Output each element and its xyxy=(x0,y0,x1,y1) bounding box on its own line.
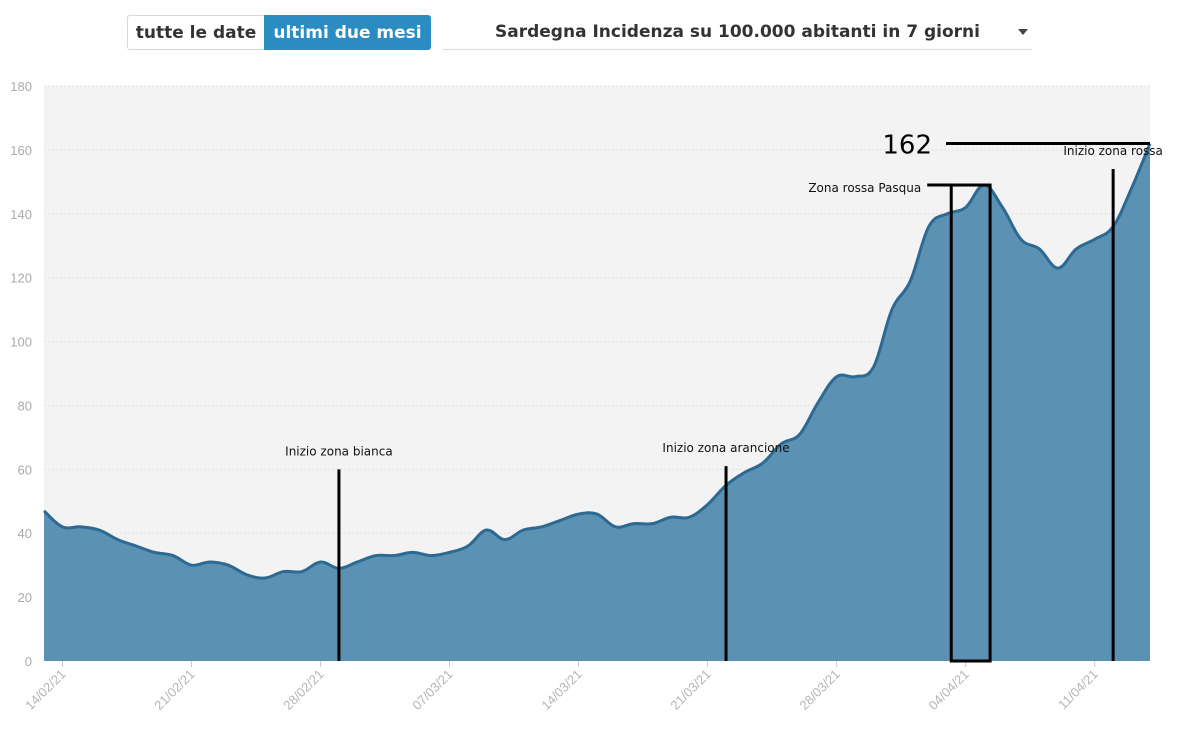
x-tick-label: 14/03/21 xyxy=(538,667,584,713)
x-tick-label: 28/03/21 xyxy=(796,667,842,713)
annotation-label: Inizio zona arancione xyxy=(662,441,789,455)
x-axis: 14/02/21 21/02/21 28/02/21 07/03/21 14/03/21… xyxy=(22,661,1101,713)
last-two-months-button[interactable]: ultimi due mesi xyxy=(264,15,431,50)
y-tick-label: 40 xyxy=(18,526,32,541)
x-tick-label: 14/02/21 xyxy=(22,667,68,713)
x-tick-label: 11/04/21 xyxy=(1055,667,1101,713)
annotation-label: Zona rossa Pasqua xyxy=(808,181,921,195)
toolbar: tutte le date ultimi due mesi Sardegna I… xyxy=(0,0,1200,60)
series-line xyxy=(42,142,1152,580)
y-tick-label: 100 xyxy=(10,335,32,350)
annotations: Inizio zona bianca Inizio zona arancione Z… xyxy=(285,131,1163,663)
annotation-value-label: 162 xyxy=(882,131,932,161)
y-tick-label: 120 xyxy=(10,271,32,286)
series-area xyxy=(44,143,1150,661)
y-tick-label: 140 xyxy=(10,207,32,222)
y-tick-label: 0 xyxy=(25,654,32,669)
x-tick-label: 04/04/21 xyxy=(925,667,971,713)
y-tick-label: 20 xyxy=(18,590,32,605)
annotation-box xyxy=(949,183,992,663)
chevron-down-icon xyxy=(1018,29,1028,35)
annotation-label: Inizio zona bianca xyxy=(285,444,393,458)
x-tick-label: 21/03/21 xyxy=(667,667,713,713)
y-tick-label: 80 xyxy=(18,398,32,413)
y-axis: 0 20 40 60 80 100 120 140 160 180 xyxy=(10,79,32,669)
annotation-label: Inizio zona rossa xyxy=(1063,144,1163,158)
series-dropdown-value: Sardegna Incidenza su 100.000 abitanti i… xyxy=(495,22,980,42)
x-tick-label: 07/03/21 xyxy=(409,667,455,713)
series-dropdown[interactable]: Sardegna Incidenza su 100.000 abitanti i… xyxy=(443,15,1032,50)
x-tick-label: 21/02/21 xyxy=(151,667,197,713)
y-tick-label: 60 xyxy=(18,462,32,477)
x-tick-label: 28/02/21 xyxy=(280,667,326,713)
y-tick-label: 180 xyxy=(10,79,32,94)
y-tick-label: 160 xyxy=(10,143,32,158)
all-dates-button[interactable]: tutte le date xyxy=(127,15,264,50)
